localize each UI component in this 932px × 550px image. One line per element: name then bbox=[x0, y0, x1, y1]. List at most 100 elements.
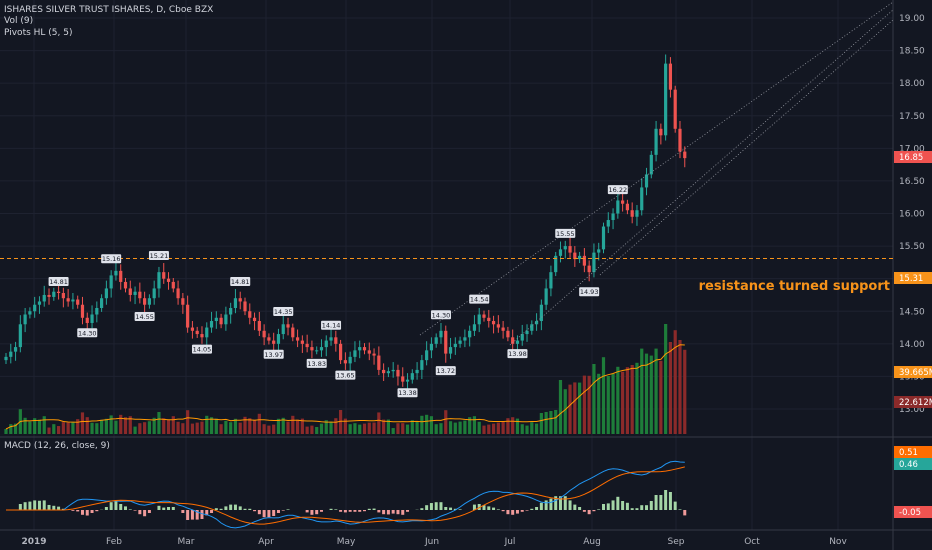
candle-body bbox=[329, 337, 333, 341]
macd-histogram-bar bbox=[501, 510, 505, 512]
candle-body bbox=[195, 330, 199, 335]
pivot-label-box bbox=[273, 307, 294, 317]
candle-body bbox=[76, 299, 80, 305]
macd-histogram-bar bbox=[276, 510, 280, 513]
volume-ma-tag: 22.612M bbox=[899, 398, 932, 408]
candle-body bbox=[238, 298, 242, 302]
candle-body bbox=[625, 203, 629, 211]
volume-bar bbox=[138, 423, 142, 434]
pivot-label: 13.83 bbox=[307, 360, 326, 368]
macd-histogram-bar bbox=[630, 508, 634, 510]
volume-bar bbox=[396, 423, 400, 434]
trendline-lower bbox=[509, 9, 894, 346]
volume-bar bbox=[276, 418, 281, 434]
macd-histogram-bar bbox=[472, 504, 476, 510]
volume-bar bbox=[587, 375, 591, 434]
macd-histogram-bar bbox=[267, 510, 271, 518]
macd-histogram-bar bbox=[171, 507, 175, 510]
volume-bar bbox=[4, 429, 8, 434]
candle-body bbox=[630, 210, 634, 217]
candle-body bbox=[372, 353, 376, 356]
macd-histogram-bar bbox=[181, 510, 185, 513]
candle-body bbox=[286, 324, 290, 328]
macd-histogram-bar bbox=[396, 510, 400, 515]
symbol-legend[interactable]: ISHARES SILVER TRUST ISHARES, D, Cboe BZ… bbox=[4, 5, 214, 15]
volume-bar bbox=[219, 424, 223, 434]
volume-bar bbox=[95, 423, 99, 434]
candle-body bbox=[501, 327, 505, 331]
macd-histogram-bar bbox=[530, 508, 534, 510]
candle-body bbox=[85, 317, 89, 323]
volume-bar bbox=[405, 424, 410, 434]
volume-bar bbox=[415, 421, 419, 434]
candle-body bbox=[291, 327, 295, 338]
candle-body bbox=[100, 298, 104, 308]
volume-bar bbox=[558, 380, 563, 434]
volume-bar bbox=[525, 425, 529, 434]
volume-bar bbox=[152, 417, 156, 434]
candle-body bbox=[209, 321, 214, 328]
macd-histogram-bar bbox=[515, 510, 519, 514]
candle-body bbox=[114, 270, 118, 276]
volume-bar bbox=[683, 349, 687, 434]
macd-histogram-bar bbox=[343, 510, 347, 513]
macd-histogram-bar bbox=[611, 500, 615, 510]
pivot-label: 14.93 bbox=[580, 288, 599, 296]
macd-histogram-bar bbox=[119, 504, 123, 510]
volume-bar bbox=[305, 426, 309, 434]
candle-body bbox=[123, 281, 128, 289]
candle-body bbox=[334, 337, 338, 344]
volume-bar bbox=[568, 384, 572, 434]
macd-histogram-bar bbox=[52, 505, 56, 510]
candle-body bbox=[143, 298, 147, 305]
trendline-upper bbox=[419, 1, 894, 336]
candle-body bbox=[664, 63, 668, 136]
macd-legend[interactable]: MACD (12, 26, close, 9) bbox=[4, 441, 110, 451]
volume-bar bbox=[47, 427, 51, 434]
signal-line bbox=[6, 466, 685, 525]
volume-bar bbox=[291, 415, 295, 434]
volume-bar bbox=[444, 410, 448, 434]
volume-bar bbox=[300, 418, 304, 434]
candle-body bbox=[396, 369, 400, 377]
resistance-price-tag-bg bbox=[894, 272, 932, 284]
macd-histogram-bar bbox=[640, 505, 644, 510]
candle-body bbox=[386, 371, 390, 374]
pivot-label-box bbox=[191, 344, 212, 354]
candle-body bbox=[71, 299, 75, 302]
candle-body bbox=[463, 337, 467, 341]
macd-line-tag-bg bbox=[894, 458, 932, 470]
volume-legend[interactable]: Vol (9) bbox=[4, 16, 34, 26]
candle-body bbox=[616, 200, 620, 214]
macd-histogram-bar bbox=[616, 496, 620, 510]
candle-body bbox=[353, 350, 357, 357]
x-tick-label: Oct bbox=[744, 537, 760, 547]
candle-body bbox=[200, 334, 204, 338]
volume-bar bbox=[186, 410, 190, 434]
candle-body bbox=[295, 337, 300, 341]
x-tick-label: Jun bbox=[424, 537, 439, 547]
macd-histogram-bar bbox=[224, 506, 228, 510]
macd-histogram-bar bbox=[319, 510, 323, 512]
candle-body bbox=[511, 337, 515, 344]
volume-bar bbox=[401, 423, 405, 434]
macd-histogram-bar bbox=[162, 507, 166, 510]
pivots-legend[interactable]: Pivots HL (5, 5) bbox=[4, 28, 73, 38]
volume-bar bbox=[171, 416, 175, 434]
candle-body bbox=[267, 337, 271, 341]
y-tick-label: 14.00 bbox=[899, 340, 925, 350]
y-tick-label: 19.00 bbox=[899, 14, 925, 24]
x-tick-label: Aug bbox=[583, 537, 601, 547]
volume-bar bbox=[635, 362, 639, 434]
candle-body bbox=[52, 291, 56, 297]
volume-bar bbox=[592, 364, 596, 434]
macd-histogram-bar bbox=[587, 510, 591, 515]
candle-body bbox=[439, 330, 443, 338]
macd-pane bbox=[6, 460, 687, 529]
x-tick-label: 2019 bbox=[21, 537, 46, 547]
macd-histogram-bar bbox=[496, 509, 500, 510]
volume-bar bbox=[621, 371, 625, 434]
macd-histogram-bar bbox=[539, 502, 543, 510]
